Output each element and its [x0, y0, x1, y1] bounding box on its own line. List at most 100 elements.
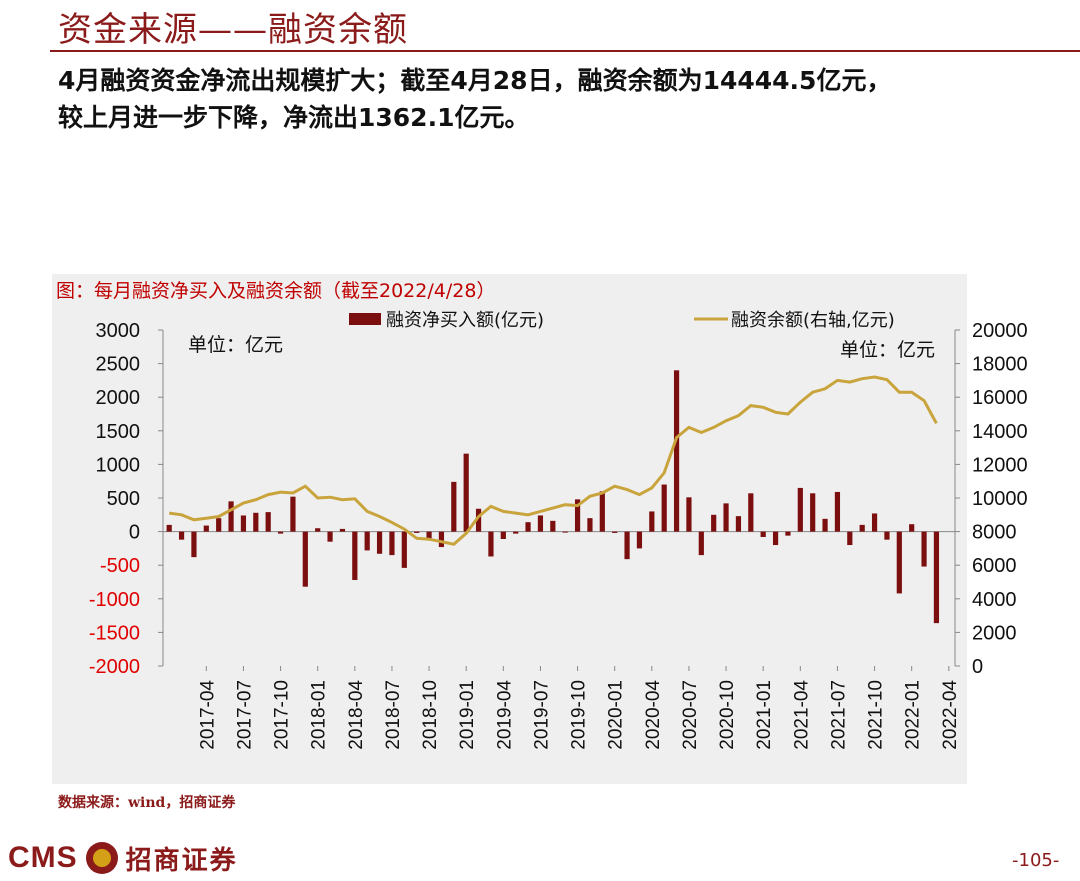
net-buy-bar [426, 531, 432, 540]
subtitle-line-2: 较上月进一步下降，净流出1362.1亿元。 [58, 103, 530, 132]
net-buy-bar [909, 524, 915, 532]
x-tick-label: 2020-07 [680, 680, 701, 750]
net-buy-bar [488, 531, 494, 557]
net-buy-bar [587, 518, 593, 532]
legend-bar-swatch [349, 313, 381, 325]
net-buy-bar [475, 508, 482, 532]
right-tick-label: 0 [972, 656, 983, 678]
x-tick-label: 2018-01 [309, 680, 330, 750]
net-buy-bar [451, 481, 457, 532]
left-tick-label: 1500 [96, 421, 141, 443]
x-tick-label: 2018-07 [383, 680, 404, 750]
net-buy-bar [315, 528, 321, 532]
net-buy-bar [364, 531, 370, 551]
net-buy-bar [562, 531, 568, 533]
x-tick-label: 2022-01 [903, 680, 924, 750]
net-buy-bar [847, 531, 853, 546]
page-subtitle: 4月融资资金净流出规模扩大；截至4月28日，融资余额为14444.5亿元， 较上… [58, 62, 1068, 136]
page-number: -105- [1012, 850, 1060, 871]
right-tick-label: 18000 [972, 354, 1028, 376]
left-tick-label: 2500 [96, 354, 141, 376]
net-buy-bar [253, 512, 259, 532]
x-tick-label: 2022-04 [940, 680, 961, 750]
net-buy-bar [339, 528, 346, 532]
right-tick-label: 8000 [972, 522, 1017, 544]
net-buy-bar [525, 522, 531, 532]
net-buy-bar [624, 531, 630, 560]
net-buy-bar [216, 518, 222, 532]
data-source: 数据来源：wind，招商证券 [58, 795, 236, 811]
right-tick-label: 12000 [972, 454, 1028, 476]
net-buy-bar [834, 491, 841, 532]
net-buy-bar [389, 531, 395, 556]
net-buy-bar [574, 499, 581, 532]
net-buy-bar [228, 501, 234, 532]
cms-logo: CMS 招商证券 [8, 838, 238, 878]
left-tick-label: 0 [129, 522, 140, 544]
x-tick-label: 2020-10 [717, 680, 738, 750]
net-buy-bar [612, 531, 618, 533]
left-tick-label: -500 [100, 555, 140, 577]
net-buy-bar [327, 531, 333, 542]
net-buy-bar [191, 531, 197, 558]
right-tick-label: 2000 [972, 622, 1017, 644]
net-buy-bar [537, 515, 544, 532]
left-tick-label: 500 [107, 488, 140, 510]
x-tick-label: 2017-10 [272, 680, 293, 750]
net-buy-bar [760, 531, 766, 537]
net-buy-bar [500, 531, 506, 539]
x-tick-label: 2017-04 [197, 680, 218, 750]
net-buy-bar [376, 531, 383, 554]
net-buy-bar [166, 524, 172, 532]
logo-text: CMS [8, 841, 78, 874]
net-buy-bar [550, 520, 556, 532]
net-buy-bar [401, 531, 407, 568]
legend-line-label: 融资余额(右轴,亿元) [731, 310, 895, 331]
x-tick-label: 2021-04 [791, 680, 812, 750]
balance-line [168, 375, 938, 546]
net-buy-bar [785, 531, 791, 536]
x-tick-label: 2020-01 [606, 680, 627, 750]
net-buy-bar [921, 531, 927, 567]
x-tick-label: 2020-04 [643, 680, 664, 750]
title-divider [50, 50, 1080, 52]
net-buy-bar [673, 370, 680, 532]
net-buy-bar [896, 531, 902, 594]
net-buy-bar [735, 516, 742, 532]
net-buy-bar [698, 531, 704, 556]
x-tick-label: 2019-07 [531, 680, 552, 750]
net-buy-bar [686, 497, 692, 532]
net-buy-bar [352, 531, 358, 580]
x-tick-label: 2019-01 [457, 680, 478, 750]
net-buy-bar [290, 496, 296, 532]
net-buy-bar [302, 531, 308, 587]
x-tick-label: 2021-07 [828, 680, 849, 750]
right-unit-label: 单位：亿元 [840, 339, 935, 361]
x-tick-label: 2019-10 [569, 680, 590, 750]
x-tick-label: 2019-04 [494, 680, 515, 750]
right-tick-label: 20000 [972, 320, 1028, 342]
left-unit-label: 单位：亿元 [188, 334, 283, 356]
right-tick-label: 4000 [972, 589, 1017, 611]
right-tick-label: 14000 [972, 421, 1028, 443]
logo-chinese-name: 招商证券 [125, 845, 238, 876]
net-buy-bar [723, 503, 729, 532]
net-buy-bar [438, 531, 445, 548]
x-tick-label: 2017-07 [234, 680, 255, 750]
left-tick-label: -1000 [89, 589, 140, 611]
net-buy-bar [772, 531, 779, 546]
page-title: 资金来源——融资余额 [58, 10, 408, 50]
chart-title: 图：每月融资净买入及融资余额（截至2022/4/28） [56, 280, 496, 302]
net-buy-bar [711, 514, 717, 532]
net-buy-bar [414, 531, 420, 533]
net-buy-bar [797, 487, 803, 532]
net-buy-bar [178, 531, 185, 540]
net-buy-bar [599, 491, 605, 532]
x-tick-label: 2018-04 [346, 680, 367, 750]
x-tick-label: 2021-01 [754, 680, 775, 750]
right-tick-label: 10000 [972, 488, 1028, 510]
net-buy-bar [884, 531, 890, 540]
subtitle-line-1: 4月融资资金净流出规模扩大；截至4月28日，融资余额为14444.5亿元， [58, 66, 892, 95]
logo-seal-icon [85, 842, 118, 874]
